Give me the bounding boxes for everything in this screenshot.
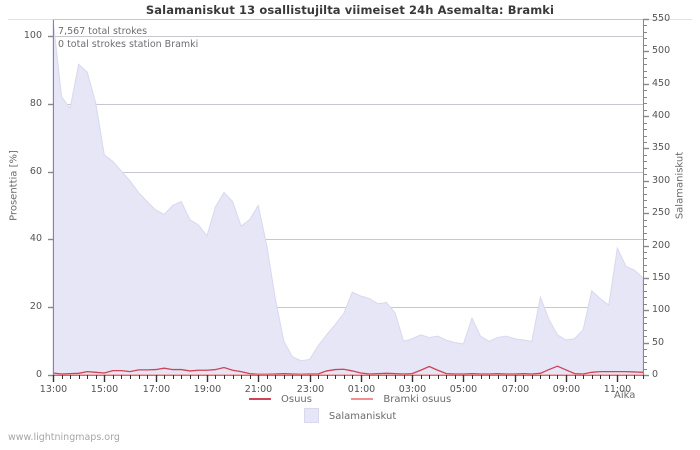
x-tick-1500: 15:00	[90, 384, 119, 395]
legend-item-bramki-osuus[interactable]: Bramki osuus	[351, 394, 451, 406]
y-tick-right-400: 400	[652, 109, 671, 121]
y-tick-right-350: 350	[652, 141, 671, 153]
y-tick-right-100: 100	[652, 303, 671, 315]
x-tick-1900: 19:00	[193, 384, 222, 395]
y-tick-right-50: 50	[652, 336, 665, 348]
x-tick-1300: 13:00	[39, 384, 68, 395]
x-tick-1700: 17:00	[142, 384, 171, 395]
legend-label-bramki-osuus: Bramki osuus	[383, 394, 452, 405]
y-tick-left-40: 40	[29, 232, 42, 244]
x-tick-0500: 05:00	[449, 384, 478, 395]
legend-row-primary: Osuus Bramki osuus	[0, 394, 700, 406]
x-tick-2300: 23:00	[296, 384, 325, 395]
x-tick-0900: 09:00	[552, 384, 581, 395]
y-tick-right-500: 500	[652, 44, 671, 56]
x-tick-0700: 07:00	[501, 384, 530, 395]
legend-item-salamaniskut[interactable]: Salamaniskut	[303, 408, 397, 424]
legend-label-osuus: Osuus	[281, 394, 312, 405]
y-tick-right-550: 550	[652, 12, 671, 24]
y-tick-right-200: 200	[652, 239, 671, 251]
annotation-station-strokes: 0 total strokes station Bramki	[58, 39, 199, 50]
chart-legend: Osuus Bramki osuus Salamaniskut	[0, 394, 700, 426]
legend-swatch-osuus	[248, 397, 271, 400]
y-axis-left-label: Prosenttia [%]	[8, 150, 20, 221]
y-tick-left-20: 20	[29, 300, 42, 312]
x-tick-2100: 21:00	[244, 384, 273, 395]
legend-row-secondary: Salamaniskut	[0, 408, 700, 424]
y-tick-right-300: 300	[652, 174, 671, 186]
y-tick-right-150: 150	[652, 271, 671, 283]
y-tick-left-100: 100	[23, 29, 42, 41]
y-tick-right-0: 0	[652, 368, 659, 380]
y-tick-left-80: 80	[29, 97, 42, 109]
annotation-total-strokes: 7,567 total strokes	[58, 26, 148, 37]
y-tick-left-0: 0	[35, 368, 42, 380]
y-tick-left-60: 60	[29, 165, 42, 177]
y-tick-right-450: 450	[652, 77, 671, 89]
legend-label-salamaniskut: Salamaniskut	[328, 411, 397, 422]
y-tick-right-250: 250	[652, 206, 671, 218]
x-tick-0100: 01:00	[347, 384, 376, 395]
x-tick-1100: 11:00	[603, 384, 632, 395]
legend-swatch-salamaniskut	[303, 408, 319, 423]
legend-swatch-bramki-osuus	[351, 397, 374, 400]
chart-title: Salamaniskut 13 osallistujilta viimeiset…	[145, 3, 555, 17]
x-tick-0300: 03:00	[398, 384, 427, 395]
footer-attribution: www.lightningmaps.org	[8, 432, 120, 443]
legend-item-osuus[interactable]: Osuus	[248, 394, 312, 406]
x-axis-label: Aika	[614, 390, 636, 401]
